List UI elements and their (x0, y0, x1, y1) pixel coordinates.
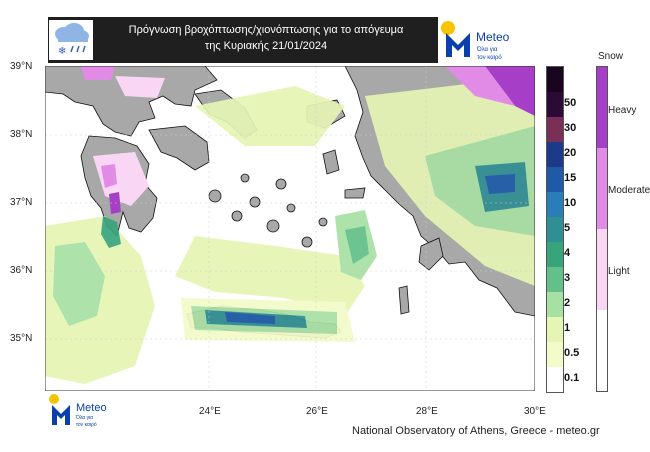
snow-heavy-turkey (485, 66, 535, 116)
precip-aegean-strong (345, 226, 369, 264)
meteo-footer-tagline-2: τον καιρό (76, 421, 97, 428)
snow-moderate-turkey (445, 66, 515, 106)
lon-label-28: 28°E (416, 406, 438, 417)
colorbar-segment (547, 242, 563, 267)
snow-label-heavy: Heavy (608, 105, 637, 116)
forecast-title: Πρόγνωση βροχόπτωσης/χιονόπτωσης για το … (128, 24, 404, 36)
land-rhodes (418, 237, 444, 271)
snow-north-greece (81, 66, 115, 80)
rain-snow-cloud-icon: ❄ (49, 20, 93, 60)
colorbar-label: 0.1 (564, 371, 580, 384)
lon-label-26: 26°E (306, 406, 328, 417)
forecast-date: της Κυριακής 21/01/2024 (204, 40, 328, 52)
colorbar-label: 1 (564, 321, 571, 334)
colorbar-segment (547, 167, 563, 192)
map-grid (45, 66, 535, 391)
snow-label-moderate: Moderate (608, 185, 650, 196)
precip-fields (45, 76, 535, 384)
snow-colorbar-segment (597, 310, 607, 391)
precip-west-moderate (53, 242, 105, 326)
colorbar-segment-top (547, 67, 563, 92)
colorbar-segment (547, 117, 563, 142)
land-chios (322, 149, 340, 175)
svg-text:❄: ❄ (58, 46, 66, 57)
lat-label-39: 39°N (10, 61, 33, 72)
meteo-logo-tagline-1: Όλα για (476, 47, 498, 53)
lat-label-36: 36°N (10, 265, 33, 276)
colorbar-label: 50 (564, 96, 577, 109)
snow-colorbar-segment (597, 67, 607, 148)
land-samos (344, 187, 366, 199)
meteo-logo-name: Meteo (476, 30, 510, 44)
snow-colorbar-segment (597, 148, 607, 229)
colorbar-segment (547, 217, 563, 242)
lon-label-30: 30°E (524, 406, 546, 417)
precip-crete-core (225, 312, 275, 324)
colorbar-segment (547, 367, 563, 392)
precip-north-light (195, 86, 345, 146)
colorbar-segment (547, 342, 563, 367)
colorbar-segment (547, 267, 563, 292)
title-box (48, 17, 438, 63)
credit-text: National Observatory of Athens, Greece -… (352, 425, 600, 437)
lat-label-38: 38°N (10, 129, 33, 140)
meteo-footer-tagline-1: Όλα για (75, 415, 93, 421)
colorbar-segment (547, 142, 563, 167)
colorbar-segment (547, 292, 563, 317)
precip-east-core (485, 174, 515, 194)
land-mainland-greece (45, 66, 218, 137)
snow-light-north (115, 76, 165, 98)
snow-label-light: Light (608, 266, 630, 277)
snow-legend-title: Snow (598, 51, 624, 62)
meteo-footer-name: Meteo (76, 402, 107, 414)
colorbar-label: 15 (564, 171, 577, 184)
lat-label-35: 35°N (10, 333, 33, 344)
land-cyclades (208, 173, 328, 248)
snow-colorbar-segment (597, 229, 607, 310)
colorbar-label: 30 (564, 121, 577, 134)
colorbar-segment (547, 192, 563, 217)
snow-colorbar (596, 66, 608, 392)
precip-colorbar (546, 66, 564, 393)
colorbar-label: 3 (564, 271, 571, 284)
colorbar-segment (547, 92, 563, 117)
colorbar-label: 5 (564, 221, 571, 234)
precip-aegean-light (175, 236, 365, 316)
meteo-logo-footer: Meteo Όλα για τον καιρό (49, 394, 107, 428)
precipitation-map (45, 66, 535, 391)
colorbar-label: 0.5 (564, 346, 580, 359)
colorbar-label: 10 (564, 196, 577, 209)
lon-label-24: 24°E (199, 406, 221, 417)
colorbar-segment (547, 317, 563, 342)
land-karpathos (398, 285, 410, 315)
meteo-logo: Meteo Όλα για τον καιρό (440, 19, 532, 63)
colorbar-label: 4 (564, 246, 571, 259)
land-attica (148, 125, 210, 171)
precip-west-strong (101, 216, 121, 248)
snow-moderate-peloponnese (101, 164, 117, 188)
colorbar-label: 2 (564, 296, 571, 309)
lat-label-37: 37°N (10, 197, 33, 208)
colorbar-label: 20 (564, 146, 577, 159)
snow-fields (81, 66, 535, 214)
meteo-logo-tagline-2: τον καιρό (477, 54, 502, 61)
